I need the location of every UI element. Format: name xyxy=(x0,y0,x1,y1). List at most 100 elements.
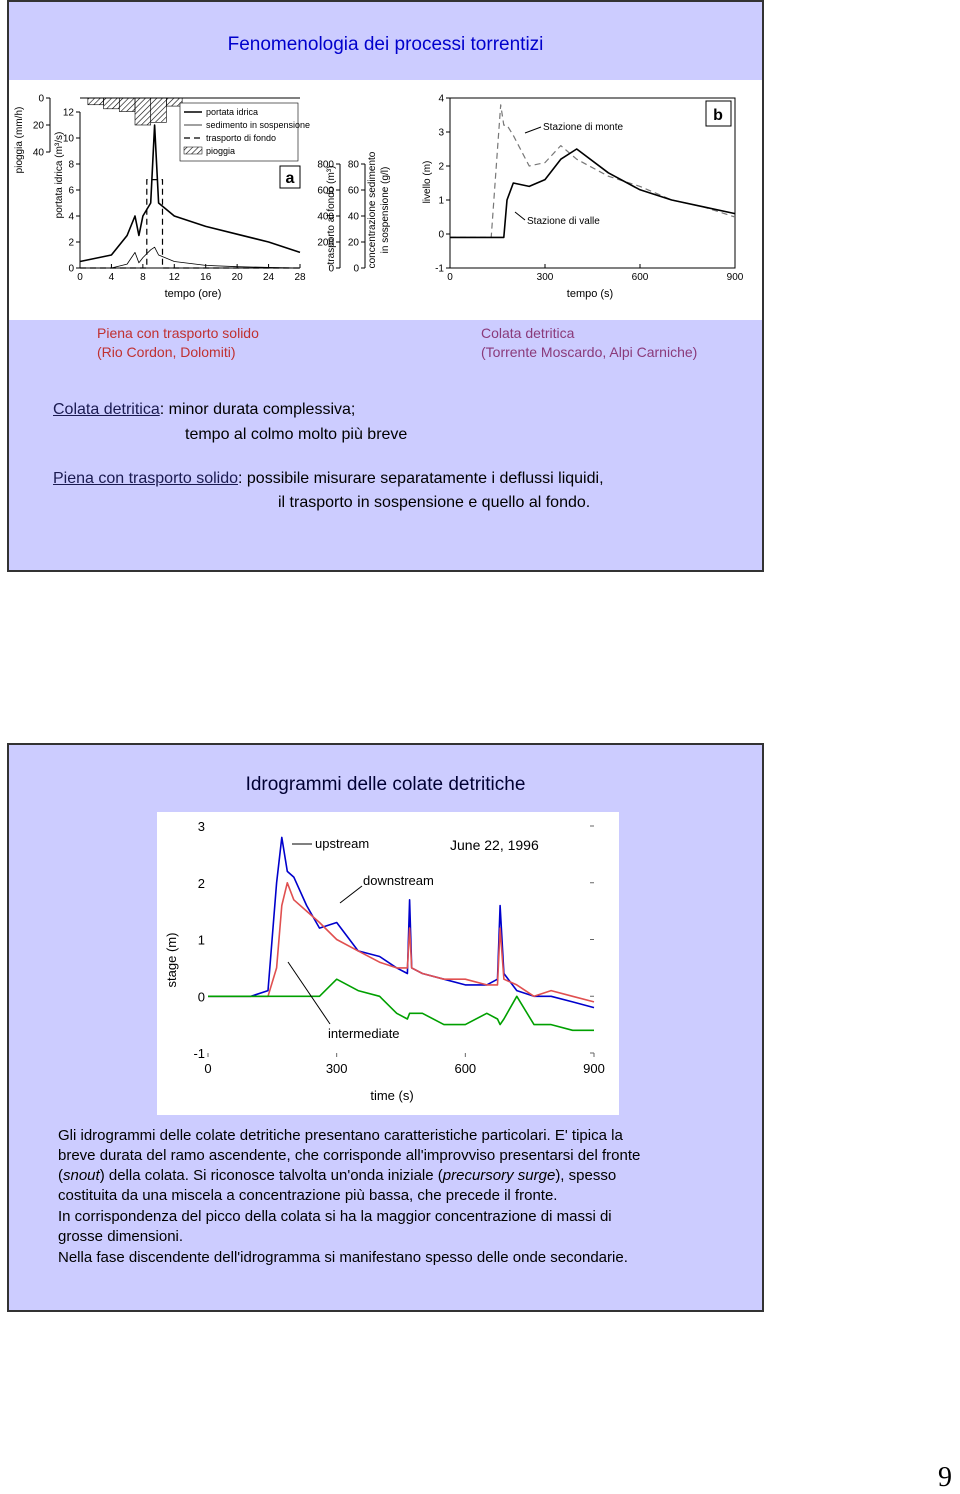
x-tick-label: 300 xyxy=(326,1061,348,1076)
y-tick-label: 0 xyxy=(328,264,334,275)
y-tick-label: 60 xyxy=(348,186,360,197)
y-tick-label: 40 xyxy=(348,212,360,223)
caption-right: Colata detritica (Torrente Moscardo, Alp… xyxy=(481,324,697,362)
note-text: : minor durata complessiva; xyxy=(159,401,356,418)
x-axis-label: time (s) xyxy=(370,1088,413,1103)
y-axis-label: concentrazione sedimento xyxy=(367,151,378,268)
note-term: Piena con trasporto solido xyxy=(53,470,238,487)
annotation: Stazione di valle xyxy=(527,216,600,227)
text-run: ), spesso xyxy=(555,1167,617,1184)
leader-line xyxy=(287,961,331,1025)
x-tick-label: 0 xyxy=(204,1061,211,1076)
x-tick-label: 900 xyxy=(727,272,744,283)
text-run: precursory surge xyxy=(442,1167,556,1184)
leader-line xyxy=(524,126,542,134)
y-tick-label: 0 xyxy=(438,230,444,241)
rain-bar xyxy=(87,97,104,106)
y-tick-label: 0 xyxy=(38,94,44,105)
caption-line: Piena con trasporto solido xyxy=(97,325,259,341)
legend-label: pioggia xyxy=(206,146,235,156)
text-run: ) della colata. Si riconosce talvolta un… xyxy=(99,1167,443,1184)
y-axis-label: in sospensione (g/l) xyxy=(380,167,391,254)
y-tick-label: 400 xyxy=(317,212,334,223)
figure-label: b xyxy=(713,107,723,124)
note-line: Colata detritica: minor durata complessi… xyxy=(53,401,355,419)
y-tick-label: 20 xyxy=(33,121,45,132)
paragraph-line: (snout) della colata. Si riconosce talvo… xyxy=(58,1167,616,1184)
annotation: intermediate xyxy=(328,1026,400,1041)
y-tick-label: 4 xyxy=(438,94,444,105)
y-tick-label: 4 xyxy=(68,212,74,223)
y-tick-label: 40 xyxy=(33,148,45,159)
x-tick-label: 0 xyxy=(447,272,453,283)
x-axis-label: tempo (s) xyxy=(567,288,613,300)
note-term: Colata detritica xyxy=(53,401,160,418)
x-tick-label: 4 xyxy=(109,272,115,283)
note-line: il trasporto in sospensione e quello al … xyxy=(278,494,591,511)
caption-line: Colata detritica xyxy=(481,325,575,341)
slide-title: Idrogrammi delle colate detritiche xyxy=(245,774,526,795)
x-tick-label: 600 xyxy=(632,272,649,283)
y-tick-label: 10 xyxy=(63,134,75,145)
x-tick-label: 12 xyxy=(169,272,181,283)
figure-label-box xyxy=(705,100,732,127)
y-tick-label: -1 xyxy=(193,1046,205,1061)
paragraph-line: In corrispondenza del picco della colata… xyxy=(58,1208,612,1225)
chart-area xyxy=(157,812,619,1115)
y-axis-label: portata idrica (m³/s) xyxy=(54,132,65,219)
y-tick-label: 1 xyxy=(438,196,444,207)
paragraph-line: costituita da una miscela a concentrazio… xyxy=(58,1187,558,1204)
rain-bar xyxy=(166,97,183,107)
y-tick-label: 8 xyxy=(68,160,74,171)
data-line xyxy=(208,882,595,1003)
y-tick-label: 2 xyxy=(438,162,444,173)
annotation: downstream xyxy=(363,873,434,888)
legend-swatch xyxy=(183,146,203,155)
data-line xyxy=(80,246,301,269)
y-tick-label: 6 xyxy=(68,186,74,197)
data-line xyxy=(80,179,300,269)
note-line: Piena con trasporto solido: possibile mi… xyxy=(53,470,604,488)
caption-line: (Rio Cordon, Dolomiti) xyxy=(97,344,236,360)
y-axis-label: pioggia (mm/h) xyxy=(14,107,25,174)
paragraph-line: Gli idrogrammi delle colate detritiche p… xyxy=(58,1127,623,1144)
rain-bar xyxy=(103,97,120,110)
y-tick-label: 12 xyxy=(63,108,75,119)
data-line xyxy=(79,124,301,263)
y-axis-label: trasporto al fondo (m³) xyxy=(326,166,337,265)
text-run: ( xyxy=(58,1167,63,1184)
note-line: tempo al colmo molto più breve xyxy=(185,426,408,443)
x-tick-label: 8 xyxy=(140,272,146,283)
paragraph-line: grosse dimensioni. xyxy=(58,1228,184,1245)
y-axis-label: stage (m) xyxy=(164,933,179,988)
data-line xyxy=(208,836,595,1009)
x-tick-label: 20 xyxy=(232,272,244,283)
slide-2: Idrogrammi delle colate detritiche xyxy=(7,743,764,1312)
y-tick-label: 0 xyxy=(198,989,205,1004)
y-axis-label: livello (m) xyxy=(422,161,433,204)
rain-bar xyxy=(150,97,167,123)
annotation: June 22, 1996 xyxy=(450,837,539,853)
y-tick-label: 2 xyxy=(68,238,74,249)
slide-1: Fenomenologia dei processi torrentizi Pi… xyxy=(7,0,764,572)
y-tick-label: -1 xyxy=(435,264,444,275)
x-tick-label: 900 xyxy=(583,1061,605,1076)
data-line xyxy=(450,148,736,239)
figure-label: a xyxy=(286,170,295,187)
y-tick-label: 200 xyxy=(317,238,334,249)
x-axis-label: tempo (ore) xyxy=(165,288,222,300)
y-tick-label: 80 xyxy=(348,160,360,171)
page-number: 9 xyxy=(938,1462,952,1493)
x-tick-label: 0 xyxy=(77,272,83,283)
y-tick-label: 800 xyxy=(317,160,334,171)
x-tick-label: 28 xyxy=(294,272,306,283)
legend-label: sedimento in sospensione xyxy=(206,120,310,130)
annotation: upstream xyxy=(315,836,369,851)
paragraph-line: breve durata del ramo ascendente, che co… xyxy=(58,1147,641,1164)
note-text: : possibile misurare separatamente i def… xyxy=(238,470,604,487)
data-line xyxy=(208,978,594,1032)
y-tick-label: 20 xyxy=(348,238,360,249)
